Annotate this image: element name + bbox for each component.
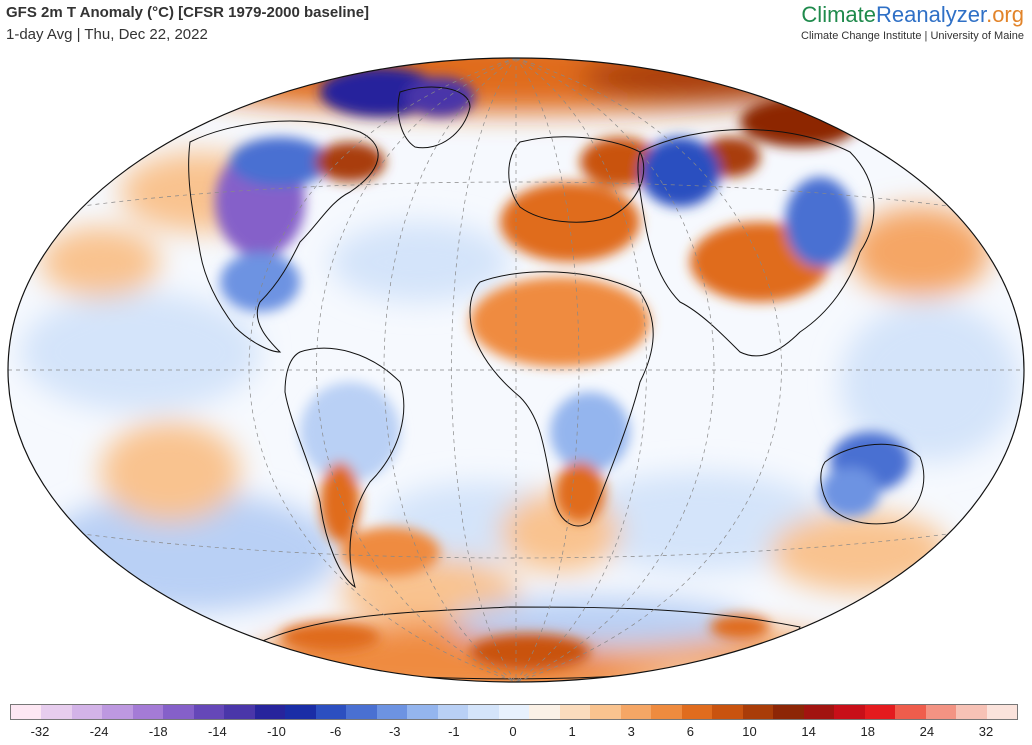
colorbar-segment: [529, 705, 560, 719]
brand-name-part2: Reanalyzer: [876, 2, 987, 27]
brand-tagline: Climate Change Institute | University of…: [801, 30, 1024, 42]
colorbar-segment: [712, 705, 743, 719]
continent-outlines: [188, 86, 925, 680]
colorbar-segment: [559, 705, 591, 719]
map-subtitle: 1-day Avg | Thu, Dec 22, 2022: [6, 26, 208, 43]
anomaly-map: [0, 52, 1032, 692]
colorbar-segment: [620, 705, 652, 719]
colorbar-tick-label: 0: [509, 724, 517, 739]
colorbar-segment: [925, 705, 957, 719]
colorbar-segment: [254, 705, 286, 719]
colorbar-segment: [71, 705, 103, 719]
colorbar-segment: [132, 705, 164, 719]
colorbar-segment: [742, 705, 774, 719]
colorbar-tick-label: -18: [148, 724, 168, 739]
colorbar-segment: [651, 705, 682, 719]
brand-name-part1: Climate: [801, 2, 876, 27]
colorbar-segment: [224, 705, 255, 719]
world-map-svg: [7, 57, 1025, 683]
colorbar-segment: [498, 705, 530, 719]
colorbar-segment: [803, 705, 835, 719]
colorbar-segment: [315, 705, 347, 719]
colorbar-tick-label: 18: [860, 724, 875, 739]
asia-outline: [637, 129, 875, 357]
colorbar-segment: [864, 705, 896, 719]
south-america-outline: [284, 347, 405, 589]
colorbar-segment: [986, 705, 1017, 719]
colorbar-tick-label: -1: [448, 724, 460, 739]
colorbar-tick-label: 1: [568, 724, 576, 739]
colorbar-segment: [41, 705, 72, 719]
colorbar-tick-label: -24: [89, 724, 109, 739]
brand-name: ClimateReanalyzer.org: [801, 2, 1024, 28]
colorbar-tick-label: 24: [919, 724, 935, 739]
colorbar-tick-label: 32: [978, 724, 994, 739]
colorbar-tick-label: -6: [329, 724, 342, 739]
colorbar-tick-label: -10: [267, 724, 286, 739]
colorbar-tick-label: 6: [686, 724, 694, 739]
temperature-colorbar: [10, 704, 1018, 720]
colorbar-segment: [956, 705, 987, 719]
colorbar-tick-label: -14: [207, 724, 227, 739]
colorbar-tick-label: 14: [801, 724, 816, 739]
colorbar-segment: [773, 705, 804, 719]
colorbar-segment: [193, 705, 225, 719]
colorbar-tick-labels: -32 -24 -18 -14 -10 -6 -3 -1 0 1 3 6 10 14 18 24 32: [10, 724, 1016, 742]
colorbar-tick-label: -32: [30, 724, 50, 739]
colorbar-segment: [437, 705, 469, 719]
north-america-outline: [188, 120, 379, 353]
colorbar-segment: [376, 705, 408, 719]
map-title: GFS 2m T Anomaly (°C) [CFSR 1979-2000 ba…: [6, 4, 370, 21]
anomaly-blobs-broad: [20, 58, 1020, 682]
globe-border: [7, 57, 1025, 683]
colorbar-segment: [834, 705, 865, 719]
colorbar-tick-label: -3: [388, 724, 401, 739]
anomaly-field: [8, 58, 1024, 682]
colorbar-segment: [895, 705, 926, 719]
antarctica-outline: [259, 606, 801, 680]
colorbar-segment: [681, 705, 713, 719]
colorbar-segment: [468, 705, 499, 719]
colorbar-segment: [407, 705, 438, 719]
colorbar-tick-label: 10: [742, 724, 757, 739]
brand-name-part3: .org: [986, 2, 1024, 27]
colorbar-tick-label: 3: [627, 724, 635, 739]
colorbar-segment: [590, 705, 621, 719]
greenland-outline: [397, 86, 471, 149]
colorbar-segment: [102, 705, 133, 719]
brand-logo[interactable]: ClimateReanalyzer.org Climate Change Ins…: [801, 2, 1024, 42]
australia-outline: [820, 443, 925, 525]
colorbar-segment: [346, 705, 377, 719]
europe-outline: [508, 136, 645, 223]
colorbar-segment: [163, 705, 194, 719]
africa-outline: [469, 271, 654, 527]
colorbar-segment: [11, 705, 42, 719]
colorbar-segment: [285, 705, 316, 719]
graticule: [8, 58, 1024, 682]
